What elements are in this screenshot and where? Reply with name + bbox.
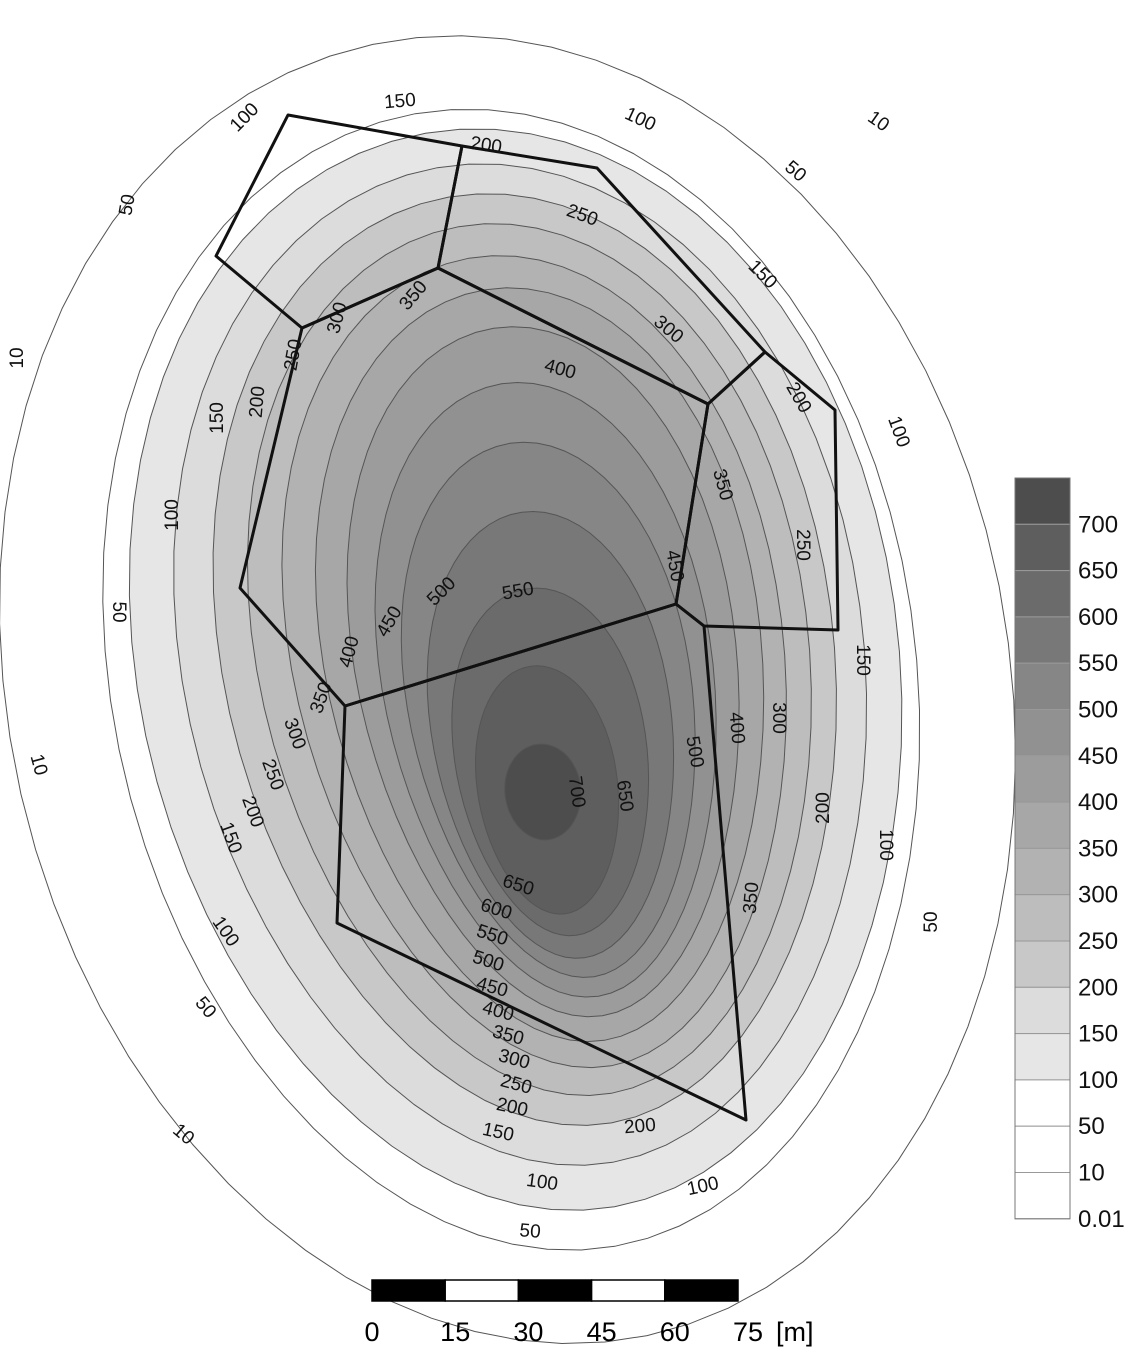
contour-line xyxy=(400,441,696,978)
contour-label: 700 xyxy=(564,775,589,809)
legend-label: 100 xyxy=(1078,1067,1118,1094)
contour-label: 50 xyxy=(519,1220,542,1243)
legend-swatch xyxy=(1014,1033,1071,1081)
legend-label: 650 xyxy=(1078,558,1118,585)
contour-line xyxy=(504,743,582,841)
legend: 700 650 600 550 500 450 400 350 300 250 200 150 100 5… xyxy=(1014,477,1125,1233)
contour-label: 100 xyxy=(525,1170,559,1195)
contour-label: 100 xyxy=(875,829,896,861)
contour-label: 650 xyxy=(612,779,637,813)
contour-label: 150 xyxy=(383,90,416,114)
legend-label: 250 xyxy=(1078,928,1118,955)
legend-swatch xyxy=(1014,986,1071,1035)
contour-line xyxy=(374,381,717,998)
contour-line xyxy=(128,128,903,1211)
contour-line xyxy=(474,665,620,915)
legend-label: 700 xyxy=(1078,511,1118,538)
legend-label: 550 xyxy=(1078,650,1118,677)
legend-swatch xyxy=(1014,709,1071,757)
legend-swatch xyxy=(1014,894,1071,942)
contour-label: 50 xyxy=(921,911,942,932)
legend-label: 350 xyxy=(1078,835,1118,862)
contour-label: 10 xyxy=(864,107,893,136)
legend-swatch xyxy=(1014,1125,1071,1173)
contour-label: 50 xyxy=(108,601,129,622)
contour-line xyxy=(102,109,921,1251)
legend-label: 0.01 xyxy=(1078,1206,1125,1233)
legend-label: 600 xyxy=(1078,604,1118,631)
contour-label: 200 xyxy=(623,1115,656,1139)
contour-line xyxy=(314,287,765,1043)
legend-label: 200 xyxy=(1078,974,1118,1001)
contour-line xyxy=(212,193,837,1126)
contour-line xyxy=(173,163,868,1166)
contour-label: 200 xyxy=(246,385,270,418)
contour-line xyxy=(281,255,787,1069)
scale-segment xyxy=(444,1279,520,1302)
legend-label: 50 xyxy=(1078,1113,1105,1140)
legend-swatch xyxy=(1014,662,1071,711)
contour-label: 150 xyxy=(852,644,873,676)
scale-tick-label: 30 xyxy=(513,1317,543,1347)
contour-label: 200 xyxy=(813,792,834,824)
contour-label: 150 xyxy=(207,402,228,434)
scale-tick-label: 15 xyxy=(440,1317,470,1347)
contour-label: 50 xyxy=(115,193,139,217)
scale-tick-label: 45 xyxy=(587,1317,617,1347)
scale-tick-label: 75 xyxy=(733,1317,763,1347)
contour-label: 400 xyxy=(725,711,749,744)
legend-swatch xyxy=(1014,940,1071,988)
contour-line xyxy=(0,35,1017,1345)
legend-label: 300 xyxy=(1078,882,1118,909)
contour-label: 250 xyxy=(792,529,813,561)
block-polygons xyxy=(214,113,840,1122)
legend-swatch xyxy=(1014,477,1071,525)
legend-swatch xyxy=(1014,1079,1071,1127)
legend-label: 10 xyxy=(1078,1160,1105,1187)
contour-line xyxy=(246,223,812,1097)
legend-label: 450 xyxy=(1078,743,1118,770)
legend-label: 150 xyxy=(1078,1021,1118,1048)
legend-swatch xyxy=(1014,1172,1071,1220)
legend-swatch xyxy=(1014,616,1071,664)
contour-fill xyxy=(504,744,581,840)
legend-swatch xyxy=(1014,801,1071,849)
legend-frame xyxy=(1014,477,1071,1220)
legend-swatch xyxy=(1014,570,1071,618)
scale-segment xyxy=(517,1279,593,1302)
contour-label: 100 xyxy=(162,499,183,531)
contour-label: 350 xyxy=(740,881,764,914)
legend-label: 400 xyxy=(1078,789,1118,816)
scale-segment xyxy=(664,1279,739,1302)
scale-segment xyxy=(590,1279,666,1302)
scale-tick-label: 0 xyxy=(364,1317,379,1347)
legend-swatch xyxy=(1014,755,1071,803)
contour-line xyxy=(426,510,675,959)
scale-tick-label: 60 xyxy=(660,1317,690,1347)
contour-label: 300 xyxy=(768,702,789,734)
scale-unit: [m] xyxy=(776,1317,814,1347)
contour-label: 10 xyxy=(7,347,28,368)
scale-bar: 0 15 30 45 60 75 [m] xyxy=(364,1279,814,1347)
scale-segment xyxy=(371,1279,446,1302)
filled-contours xyxy=(129,129,902,1211)
contour-lines xyxy=(0,35,1017,1345)
legend-label: 500 xyxy=(1078,697,1118,724)
contour-line xyxy=(451,587,650,937)
block-polygon xyxy=(335,602,748,1122)
legend-swatch xyxy=(1014,847,1071,896)
contour-label: 200 xyxy=(469,133,503,158)
legend-swatch xyxy=(1014,523,1071,572)
